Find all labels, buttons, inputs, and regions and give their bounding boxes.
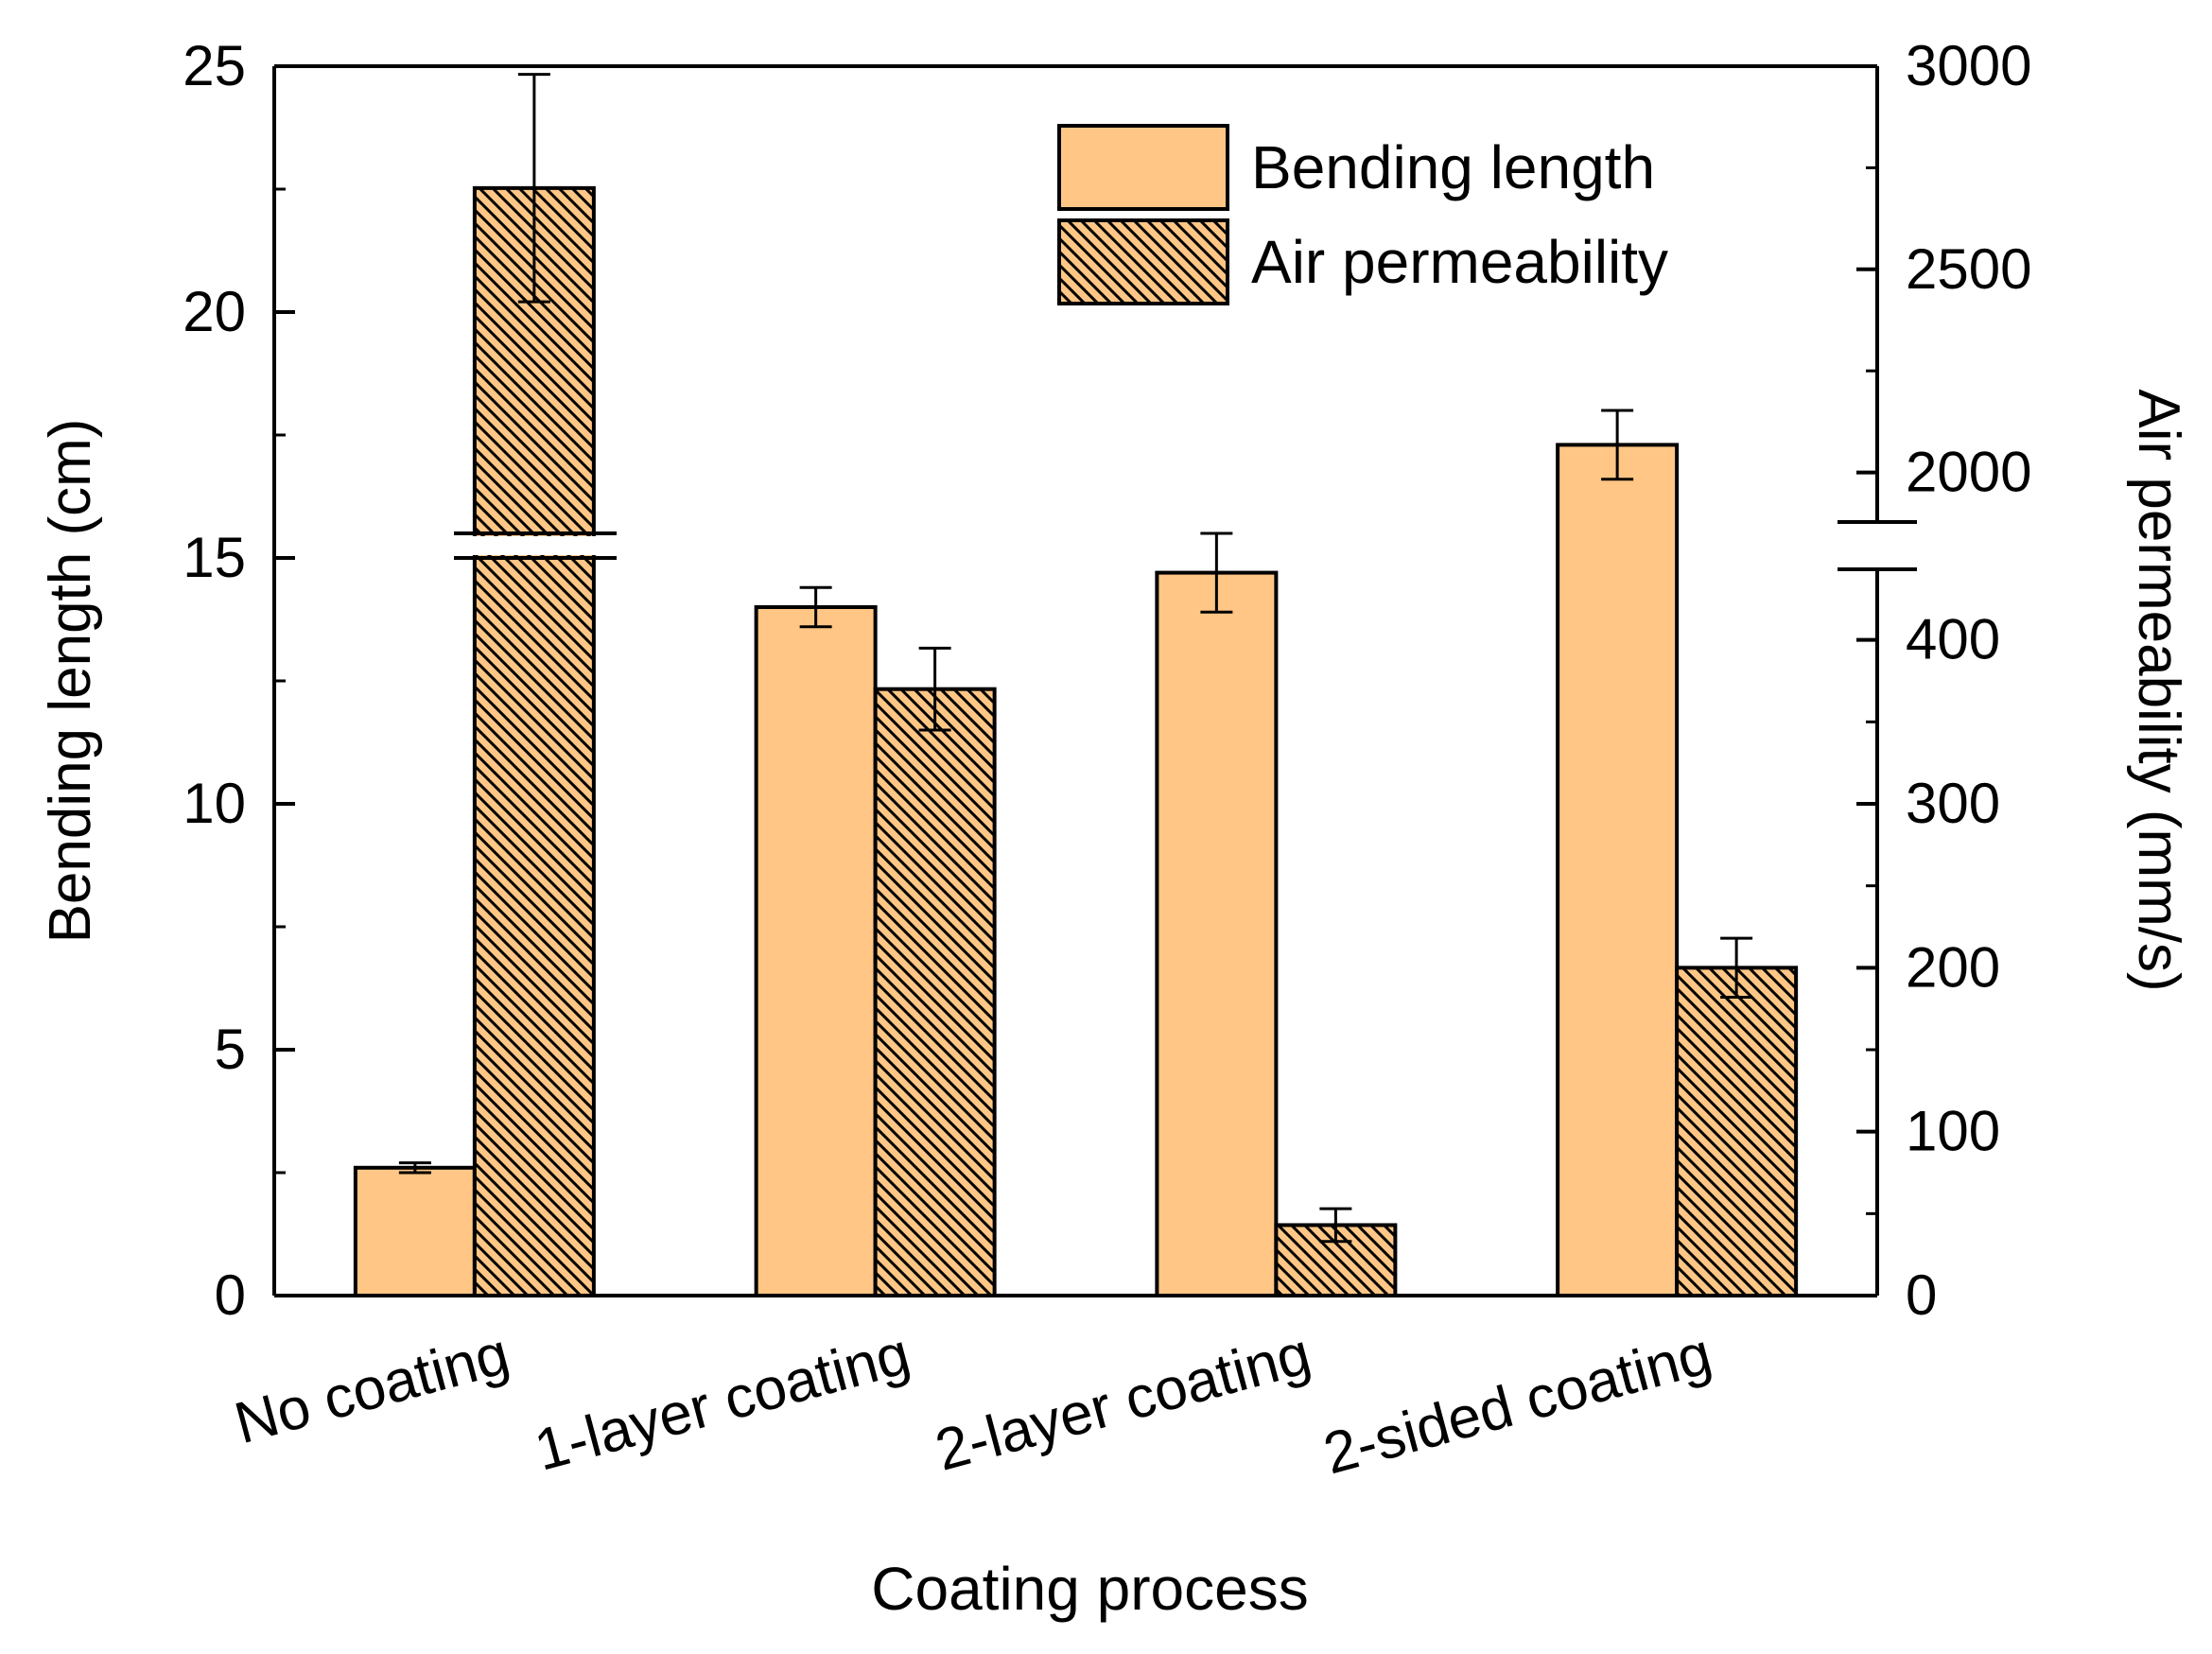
bar-air-permeability-2-sided-coating	[1675, 966, 1799, 1297]
right-tick-label: 400	[1906, 608, 2000, 671]
legend-label-air-permeability: Air permeability	[1251, 228, 1668, 296]
error-bar-air-permeability-2-sided-coating	[1720, 936, 1753, 1000]
left-tick-label: 20	[183, 280, 246, 343]
right-tick-label: 3000	[1906, 34, 2031, 97]
bar-bending-length-2-sided-coating	[1556, 443, 1680, 1297]
right-tick-label: 2000	[1906, 441, 2031, 504]
x-axis-title: Coating process	[871, 1555, 1308, 1623]
left-tick-label: 15	[183, 526, 246, 589]
error-bar-bending-length-2-layer-coating	[1200, 531, 1233, 614]
x-tick-label-2-layer-coating: 2-layer coating	[929, 1321, 1317, 1484]
error-bar-bending-length-2-sided-coating	[1601, 409, 1634, 481]
left-tick-label: 5	[215, 1018, 246, 1081]
x-tick-label-2-sided-coating: 2-sided coating	[1317, 1321, 1718, 1487]
legend-label-bending-length: Bending length	[1251, 133, 1655, 201]
right-axis-title: Air permeability (mm/s)	[2126, 389, 2191, 991]
right-tick-label: 0	[1906, 1263, 1937, 1327]
legend-swatch-bending-length	[1057, 124, 1229, 211]
bar-air-permeability-1-layer-coating	[873, 687, 997, 1297]
left-tick-label: 25	[183, 34, 246, 97]
axis-break-gap	[454, 536, 617, 555]
left-axis-title: Bending length (cm)	[38, 419, 103, 944]
x-tick-label-no-coating: No coating	[228, 1321, 515, 1456]
error-bar-bending-length-no-coating	[398, 1161, 431, 1175]
bar-air-permeability-no-coating	[472, 185, 596, 1298]
right-tick-label: 100	[1906, 1100, 2000, 1163]
x-tick-label-1-layer-coating: 1-layer coating	[529, 1321, 917, 1484]
legend-swatch-air-permeability	[1057, 218, 1229, 305]
bar-bending-length-no-coating	[353, 1165, 477, 1298]
bar-bending-length-2-layer-coating	[1155, 570, 1279, 1297]
right-tick-label: 2500	[1906, 237, 2031, 301]
error-bar-air-permeability-no-coating	[517, 73, 550, 304]
left-tick-label: 0	[215, 1263, 246, 1327]
error-bar-air-permeability-1-layer-coating	[918, 646, 951, 732]
right-tick-label: 200	[1906, 935, 2000, 999]
right-tick-label: 300	[1906, 772, 2000, 835]
bar-bending-length-1-layer-coating	[754, 605, 878, 1297]
error-bar-air-permeability-2-layer-coating	[1319, 1207, 1352, 1244]
error-bar-bending-length-1-layer-coating	[799, 585, 832, 629]
left-tick-label: 10	[183, 772, 246, 835]
